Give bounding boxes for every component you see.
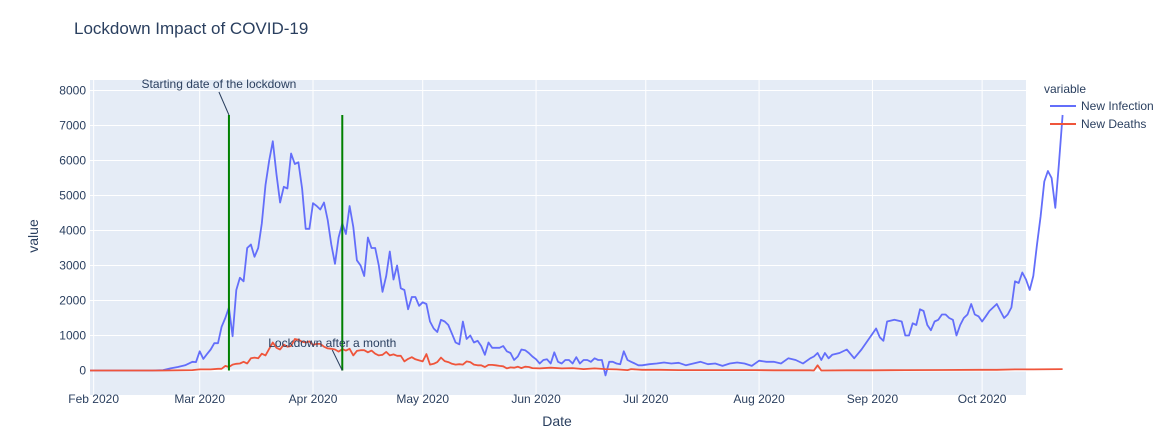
- y-axis-title: value: [25, 219, 41, 253]
- x-axis-title: Date: [542, 413, 572, 429]
- x-tick-label: Sep 2020: [847, 392, 899, 406]
- annotation-text: Lockdown after a month: [268, 336, 396, 350]
- y-tick-label: 0: [79, 364, 86, 378]
- series-lines: [90, 114, 1064, 377]
- annotation-arrow: [218, 91, 230, 116]
- lockdown-markers: [227, 115, 344, 371]
- annotations: Starting date of the lockdown Lockdown af…: [142, 77, 396, 371]
- x-tick-label: Jun 2020: [511, 392, 561, 406]
- legend-title: variable: [1044, 82, 1086, 96]
- series-line-new-deaths: [90, 338, 1063, 372]
- y-tick-label: 6000: [59, 154, 86, 168]
- y-tick-label: 4000: [59, 224, 86, 238]
- chart-title: Lockdown Impact of COVID-19: [74, 19, 308, 38]
- x-tick-label: Feb 2020: [68, 392, 119, 406]
- x-tick-label: Mar 2020: [174, 392, 225, 406]
- y-tick-label: 8000: [59, 84, 86, 98]
- legend-label-new-deaths: New Deaths: [1081, 117, 1146, 131]
- plot-area: [90, 80, 1026, 395]
- tick-labels: 0 1000 2000 3000 4000 5000 6000 7000 8000 Feb 202…: [59, 84, 1007, 407]
- legend-item-new-infection[interactable]: New Infection: [1050, 99, 1154, 113]
- y-tick-label: 2000: [59, 294, 86, 308]
- y-tick-label: 7000: [59, 119, 86, 133]
- annotation-text: Starting date of the lockdown: [142, 77, 297, 91]
- y-tick-label: 3000: [59, 259, 86, 273]
- y-tick-label: 5000: [59, 189, 86, 203]
- y-tick-label: 1000: [59, 329, 86, 343]
- annotation-arrow: [331, 349, 343, 371]
- legend: variable New Infection New Deaths: [1044, 82, 1154, 131]
- grid-lines: [90, 80, 1026, 395]
- x-tick-label: May 2020: [396, 392, 449, 406]
- x-tick-label: Aug 2020: [733, 392, 785, 406]
- x-tick-label: Jul 2020: [623, 392, 669, 406]
- x-tick-label: Apr 2020: [289, 392, 338, 406]
- legend-label-new-infection: New Infection: [1081, 99, 1154, 113]
- x-tick-label: Oct 2020: [958, 392, 1007, 406]
- series-line-new-infection: [90, 114, 1064, 377]
- legend-item-new-deaths[interactable]: New Deaths: [1050, 117, 1146, 131]
